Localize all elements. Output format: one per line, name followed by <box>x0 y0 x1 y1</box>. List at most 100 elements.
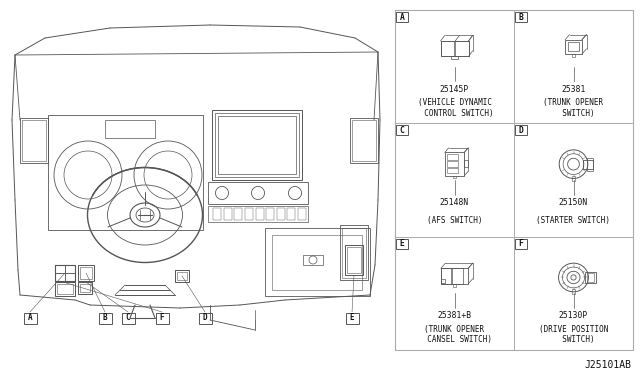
Bar <box>215 113 299 177</box>
Text: CANSEL SWITCH): CANSEL SWITCH) <box>417 335 492 344</box>
Bar <box>447 168 458 173</box>
Bar <box>455 41 468 57</box>
Bar <box>55 282 75 296</box>
Bar <box>395 10 633 350</box>
Bar <box>441 268 451 284</box>
Bar <box>272 235 362 290</box>
Bar <box>565 40 582 54</box>
Text: (DRIVE POSITION: (DRIVE POSITION <box>539 325 608 334</box>
Bar <box>212 110 302 180</box>
Text: SWITCH): SWITCH) <box>553 335 595 344</box>
Bar <box>177 272 187 280</box>
Bar <box>255 208 264 220</box>
Text: 25381: 25381 <box>561 85 586 94</box>
Text: 25130P: 25130P <box>559 311 588 321</box>
Bar <box>287 208 296 220</box>
Bar <box>447 161 458 167</box>
Bar <box>55 265 65 273</box>
Text: B: B <box>518 13 524 22</box>
Text: D: D <box>518 126 524 135</box>
Text: (VEHICLE DYNAMIC: (VEHICLE DYNAMIC <box>417 99 492 108</box>
Bar <box>65 265 75 273</box>
Bar <box>586 273 595 282</box>
Text: A: A <box>399 13 404 22</box>
Text: F: F <box>160 314 164 323</box>
Bar <box>298 208 306 220</box>
Bar <box>464 160 468 167</box>
Bar <box>584 272 596 283</box>
Bar <box>213 208 221 220</box>
Text: 25381+B: 25381+B <box>437 311 472 321</box>
Bar <box>78 282 92 294</box>
Bar <box>65 273 75 281</box>
Text: CONTROL SWITCH): CONTROL SWITCH) <box>415 109 494 118</box>
Bar <box>156 312 168 324</box>
Bar <box>441 268 468 284</box>
Bar <box>208 206 308 222</box>
Bar <box>245 208 253 220</box>
Bar <box>440 41 454 57</box>
Bar <box>55 273 65 281</box>
Bar <box>218 116 296 174</box>
Bar <box>20 118 48 163</box>
Bar <box>350 118 378 163</box>
Text: (TRUNK OPENER: (TRUNK OPENER <box>424 325 484 334</box>
Bar <box>55 265 75 281</box>
Bar <box>24 312 36 324</box>
Bar <box>234 208 243 220</box>
Bar <box>57 284 73 294</box>
Bar <box>347 247 361 273</box>
Bar <box>515 239 527 248</box>
Bar <box>586 158 593 171</box>
Bar <box>198 312 211 324</box>
Bar <box>345 245 363 275</box>
Text: C: C <box>399 126 404 135</box>
Bar <box>582 160 593 169</box>
Bar <box>223 208 232 220</box>
Bar <box>340 225 368 280</box>
Bar <box>303 255 323 265</box>
Bar <box>572 289 575 294</box>
Bar <box>105 120 155 138</box>
Bar <box>342 228 366 278</box>
Text: (STARTER SWITCH): (STARTER SWITCH) <box>536 216 611 225</box>
Bar <box>441 279 445 283</box>
Bar <box>447 154 458 160</box>
Bar <box>352 120 376 161</box>
Bar <box>78 265 94 281</box>
Text: SWITCH): SWITCH) <box>553 109 595 118</box>
Text: 25150N: 25150N <box>559 198 588 207</box>
Bar <box>515 125 527 135</box>
Bar <box>452 268 463 284</box>
Text: E: E <box>349 314 355 323</box>
Bar <box>568 42 579 51</box>
Text: J25101AB: J25101AB <box>584 360 631 370</box>
Text: E: E <box>399 239 404 248</box>
Bar <box>440 41 468 57</box>
Bar <box>80 284 90 292</box>
Bar <box>22 120 46 161</box>
Text: C: C <box>125 314 131 323</box>
Bar <box>515 12 527 22</box>
Bar <box>572 54 575 57</box>
Bar <box>80 267 92 279</box>
Bar <box>266 208 274 220</box>
Bar <box>452 284 456 286</box>
Bar <box>208 182 308 204</box>
Bar <box>276 208 285 220</box>
Bar <box>265 228 370 296</box>
Bar <box>175 270 189 282</box>
Text: (TRUNK OPENER: (TRUNK OPENER <box>543 99 604 108</box>
Bar <box>346 312 358 324</box>
Text: 25148N: 25148N <box>440 198 469 207</box>
Bar <box>48 115 203 230</box>
Bar <box>452 176 456 179</box>
Bar <box>122 312 134 324</box>
Text: A: A <box>28 314 32 323</box>
Text: F: F <box>518 239 524 248</box>
Text: 25145P: 25145P <box>440 85 469 94</box>
Bar <box>451 57 458 59</box>
Bar <box>445 153 464 176</box>
Text: D: D <box>203 314 207 323</box>
Bar <box>396 125 408 135</box>
